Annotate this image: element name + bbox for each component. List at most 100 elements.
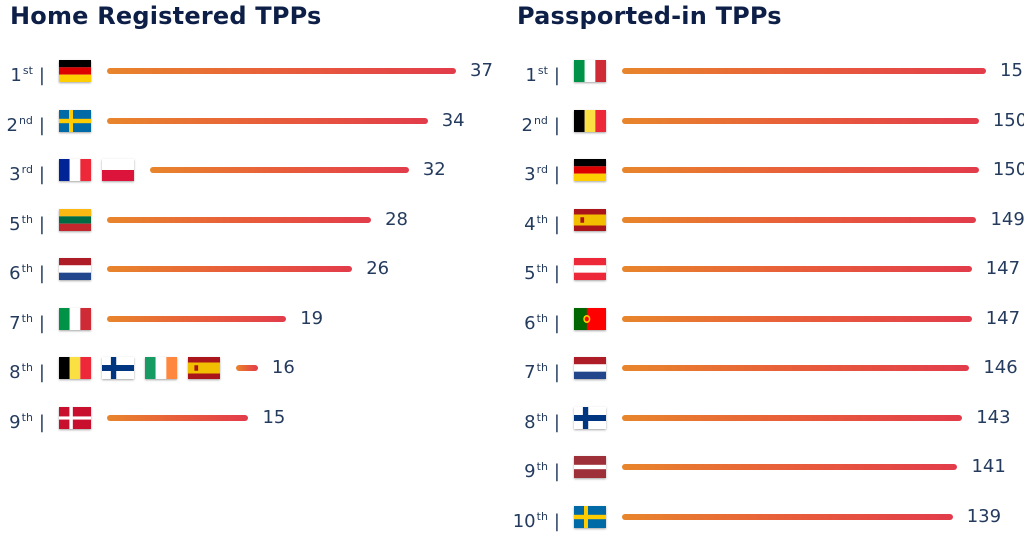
ireland-flag-icon <box>145 357 177 379</box>
rank-separator: | <box>553 214 560 235</box>
rank-number: 9 <box>9 412 21 433</box>
rank-suffix: nd <box>533 114 548 127</box>
rank-suffix: th <box>536 460 548 473</box>
rank-suffix: th <box>21 361 33 374</box>
rank-label: 8th | <box>524 403 560 433</box>
italy-flag-icon <box>59 308 91 330</box>
lithuania-flag-icon <box>59 209 91 231</box>
rank-separator: | <box>38 115 45 136</box>
belgium-flag-icon <box>59 357 91 379</box>
germany-flag-icon <box>59 60 91 82</box>
rank-number: 7 <box>524 362 536 383</box>
rank-label: 6th | <box>9 254 45 284</box>
rank-label: 3rd | <box>9 155 45 185</box>
value-label: 19 <box>300 308 324 329</box>
bar <box>107 316 287 322</box>
bar <box>622 266 972 272</box>
value-label: 143 <box>976 407 1011 428</box>
value-label: 139 <box>966 506 1002 527</box>
value-label: 34 <box>441 110 465 131</box>
rank-suffix: st <box>537 64 548 77</box>
rank-suffix: th <box>536 510 548 523</box>
rank-label: 8th | <box>9 353 45 383</box>
bar <box>622 464 958 470</box>
rank-number: 8 <box>524 412 536 433</box>
rank-separator: | <box>553 362 560 383</box>
bar <box>107 118 428 124</box>
bar <box>622 365 970 371</box>
rank-separator: | <box>38 313 45 334</box>
latvia-flag-icon <box>574 456 606 478</box>
rank-number: 2 <box>6 115 18 136</box>
home-registered-title: Home Registered TPPs <box>10 2 322 30</box>
netherlands-flag-icon <box>574 357 606 379</box>
sweden-flag-icon <box>574 506 606 528</box>
value-label: 149 <box>990 209 1024 230</box>
rank-separator: | <box>553 65 560 86</box>
rank-number: 3 <box>9 164 21 185</box>
rank-separator: | <box>553 263 560 284</box>
value-label: 15 <box>262 407 286 428</box>
belgium-flag-icon <box>574 110 606 132</box>
bar <box>236 365 258 371</box>
bar <box>107 217 372 223</box>
rank-suffix: st <box>22 64 33 77</box>
value-label: 150 <box>992 159 1024 180</box>
rank-separator: | <box>38 412 45 433</box>
value-label: 16 <box>271 357 295 378</box>
austria-flag-icon <box>574 258 606 280</box>
netherlands-flag-icon <box>59 258 91 280</box>
value-label: 147 <box>985 258 1021 279</box>
rank-separator: | <box>553 511 560 532</box>
rank-number: 6 <box>9 263 21 284</box>
bar <box>107 68 456 74</box>
france-flag-icon <box>59 159 91 181</box>
rank-number: 1 <box>10 65 22 86</box>
rank-number: 8 <box>9 362 21 383</box>
rank-number: 1 <box>525 65 537 86</box>
rank-separator: | <box>553 115 560 136</box>
bar <box>107 415 249 421</box>
rank-label: 2nd | <box>7 106 46 136</box>
bar <box>622 68 986 74</box>
rank-separator: | <box>553 164 560 185</box>
bar <box>150 167 409 173</box>
rank-label: 7th | <box>524 353 560 383</box>
rank-separator: | <box>553 412 560 433</box>
germany-flag-icon <box>574 159 606 181</box>
rank-number: 7 <box>9 313 21 334</box>
rank-separator: | <box>553 461 560 482</box>
rank-label: 7th | <box>9 304 45 334</box>
rank-suffix: th <box>536 411 548 424</box>
rank-number: 9 <box>524 461 536 482</box>
rank-label: 2nd | <box>522 106 561 136</box>
rank-label: 1st | <box>525 56 560 86</box>
italy-flag-icon <box>574 60 606 82</box>
rank-separator: | <box>38 214 45 235</box>
bar <box>622 316 972 322</box>
rank-number: 10 <box>512 511 536 532</box>
bar <box>622 118 979 124</box>
value-label: 28 <box>385 209 408 230</box>
rank-number: 4 <box>524 214 536 235</box>
rank-number: 5 <box>9 214 21 235</box>
sweden-flag-icon <box>59 110 91 132</box>
bar <box>107 266 353 272</box>
rank-number: 3 <box>524 164 536 185</box>
rank-label: 10th | <box>513 502 560 532</box>
bar <box>622 167 979 173</box>
rank-suffix: th <box>21 411 33 424</box>
rank-separator: | <box>553 313 560 334</box>
rank-label: 1st | <box>10 56 45 86</box>
bar <box>622 514 953 520</box>
rank-number: 2 <box>521 115 533 136</box>
rank-label: 4th | <box>524 205 560 235</box>
rank-label: 5th | <box>524 254 560 284</box>
rank-label: 5th | <box>9 205 45 235</box>
spain-flag-icon <box>188 357 220 379</box>
portugal-flag-icon <box>574 308 606 330</box>
denmark-flag-icon <box>59 407 91 429</box>
value-label: 141 <box>971 456 1006 477</box>
rank-separator: | <box>38 164 45 185</box>
